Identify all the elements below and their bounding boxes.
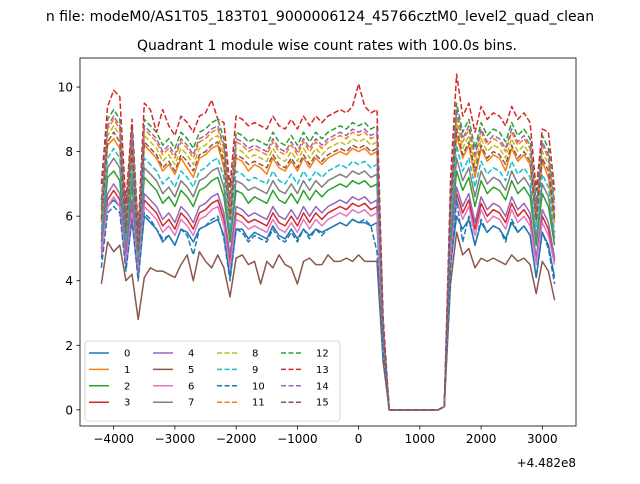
x-tick-label: −2000: [216, 432, 257, 446]
series-line-12: [100, 102, 556, 411]
series-line-11: [100, 115, 556, 411]
y-axis: 0 2 4 6 8 10: [58, 81, 80, 417]
legend-label-4: 4: [188, 349, 194, 360]
legend-label-6: 6: [188, 381, 194, 392]
series-line-5: [100, 231, 556, 411]
x-tick-label: 0: [355, 432, 363, 446]
y-tick-label: 4: [65, 274, 73, 288]
figure-suptitle: n file: modeM0/AS1T05_183T01_9000006124_…: [46, 9, 594, 25]
plot-lines: [100, 73, 556, 411]
y-tick-label: 2: [65, 339, 73, 353]
legend-label-7: 7: [188, 398, 194, 409]
series-line-3: [100, 189, 556, 411]
legend-label-9: 9: [252, 365, 258, 376]
series-line-1: [100, 134, 556, 411]
legend-label-10: 10: [252, 381, 265, 392]
legend-label-3: 3: [124, 398, 130, 409]
y-tick-label: 0: [65, 403, 73, 417]
x-tick-label: −1000: [277, 432, 318, 446]
series-line-15: [100, 128, 556, 411]
series-line-4: [100, 183, 556, 411]
legend-label-12: 12: [316, 349, 329, 360]
x-offset-label: +4.482e8: [517, 456, 576, 470]
y-tick-label: 8: [65, 145, 73, 159]
x-tick-label: 1000: [405, 432, 436, 446]
series-line-14: [100, 108, 556, 411]
legend-label-14: 14: [316, 381, 329, 392]
x-axis: −4000 −3000 −2000 −1000 0 1000 2000 3000: [93, 426, 558, 446]
legend-box: [84, 340, 341, 422]
x-tick-label: −4000: [93, 432, 134, 446]
legend-label-5: 5: [188, 365, 194, 376]
x-tick-label: −3000: [155, 432, 196, 446]
y-tick-label: 6: [65, 210, 73, 224]
series-line-7: [100, 157, 556, 411]
legend-label-13: 13: [316, 365, 329, 376]
x-tick-label: 3000: [527, 432, 558, 446]
series-line-8: [100, 121, 556, 411]
legend-label-15: 15: [316, 398, 329, 409]
chart-title: Quadrant 1 module wise count rates with …: [137, 38, 517, 54]
plot-frame: [79, 57, 577, 427]
series-line-2: [100, 170, 556, 411]
series-line-10: [100, 199, 556, 411]
legend-label-11: 11: [252, 398, 265, 409]
legend-label-0: 0: [124, 349, 130, 360]
legend-label-1: 1: [124, 365, 130, 376]
legend-label-8: 8: [252, 349, 258, 360]
series-line-6: [100, 196, 556, 411]
y-tick-label: 10: [58, 81, 73, 95]
legend-label-2: 2: [124, 381, 130, 392]
x-tick-label: 2000: [466, 432, 497, 446]
series-line-13: [100, 73, 556, 411]
